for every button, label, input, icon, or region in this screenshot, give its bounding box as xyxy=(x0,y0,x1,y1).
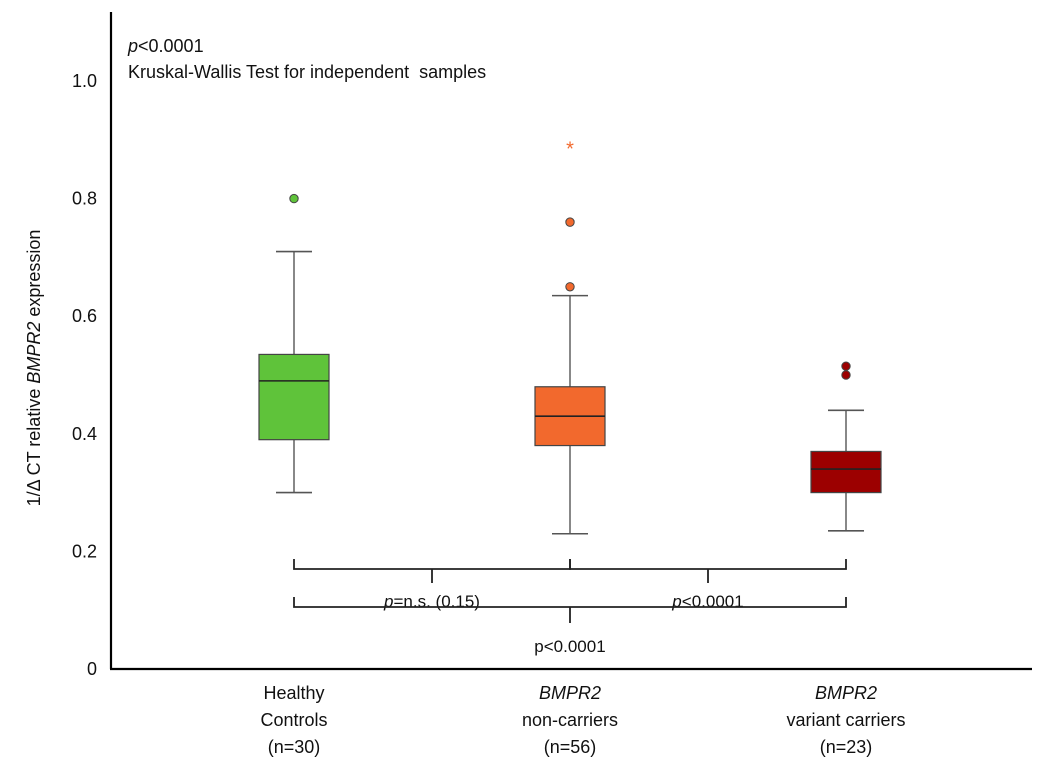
boxes: * xyxy=(258,139,882,535)
outlier-point xyxy=(841,370,851,380)
y-axis-label-part3: expression xyxy=(24,230,44,322)
outlier-point xyxy=(289,193,299,204)
comparison-bracket xyxy=(293,559,571,583)
x-category-label-line1: BMPR2 xyxy=(539,683,601,703)
x-category-label-line1: Healthy xyxy=(263,683,324,703)
y-tick-label: 0.8 xyxy=(72,189,97,209)
x-category-label-count: (n=56) xyxy=(544,737,597,757)
box-group xyxy=(258,193,330,494)
y-axis-label: 1/Δ CT relative BMPR2 expression xyxy=(24,230,44,507)
x-category-label-line1: BMPR2 xyxy=(815,683,877,703)
comparison-p-italic: p xyxy=(671,592,681,611)
comparison-p-rest: =n.s. (0.15) xyxy=(394,592,480,611)
x-category-labels: Healthy Controls (n=30) BMPR2 non-carriers (n… xyxy=(260,683,905,757)
test-name: Kruskal-Wallis Test for independent samp… xyxy=(128,62,486,82)
y-tick-label: 0.2 xyxy=(72,541,97,561)
y-tick-label: 1.0 xyxy=(72,71,97,91)
y-tick-label: 0.4 xyxy=(72,424,97,444)
x-category-label-count: (n=30) xyxy=(268,737,321,757)
x-category-label-line2: variant carriers xyxy=(786,710,905,730)
outlier-point xyxy=(565,217,575,227)
box-group xyxy=(810,361,882,532)
outlier-point xyxy=(841,361,851,371)
y-tick-labels: 0 0.2 0.4 0.6 0.8 1.0 xyxy=(72,71,97,679)
overall-p-value: p<0.0001 xyxy=(127,36,204,56)
comparison-p-italic: p xyxy=(383,592,393,611)
axes xyxy=(109,12,1032,671)
extreme-marker: * xyxy=(566,139,574,161)
y-tick-label: 0.6 xyxy=(72,306,97,326)
box-iqr xyxy=(258,353,330,441)
outlier-point xyxy=(565,282,575,292)
comparison-bracket xyxy=(293,597,847,623)
overall-p-rest: <0.0001 xyxy=(138,36,204,56)
x-category-label-line2: non-carriers xyxy=(522,710,618,730)
comparison-p-label: p<0.0001 xyxy=(534,637,605,656)
x-category-label-count: (n=23) xyxy=(820,737,873,757)
y-axis-label-part1: 1/Δ CT relative xyxy=(24,384,44,507)
y-axis-label-gene: BMPR2 xyxy=(24,322,44,384)
box-group: * xyxy=(534,139,606,535)
overall-p-italic: p xyxy=(127,36,138,56)
y-tick-label: 0 xyxy=(87,659,97,679)
comparison-p-rest: <0.0001 xyxy=(682,592,744,611)
comparison-p-label: p<0.0001 xyxy=(671,592,743,611)
box-iqr xyxy=(810,450,882,494)
x-category-label-line2: Controls xyxy=(260,710,327,730)
comparison-p-rest: p<0.0001 xyxy=(534,637,605,656)
comparison-bracket xyxy=(569,559,847,583)
comparison-p-label: p=n.s. (0.15) xyxy=(383,592,480,611)
